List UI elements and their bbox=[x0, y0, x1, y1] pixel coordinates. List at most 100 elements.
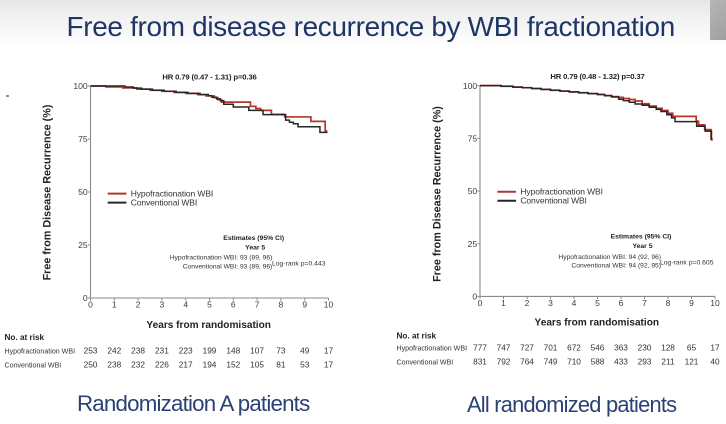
svg-text:Hypofractionation WBI: Hypofractionation WBI bbox=[5, 348, 76, 356]
svg-text:8: 8 bbox=[666, 298, 671, 308]
svg-text:HR 0.79 (0.48 - 1.32) p=0.37: HR 0.79 (0.48 - 1.32) p=0.37 bbox=[550, 72, 644, 81]
svg-text:9: 9 bbox=[689, 298, 694, 308]
svg-text:Conventional WBI: 94 (92, 95): Conventional WBI: 94 (92, 95) bbox=[571, 262, 661, 269]
svg-text:No. at risk: No. at risk bbox=[5, 333, 45, 342]
svg-text:0: 0 bbox=[88, 299, 93, 309]
svg-text:710: 710 bbox=[567, 357, 581, 367]
svg-text:81: 81 bbox=[276, 359, 286, 369]
svg-text:4: 4 bbox=[183, 299, 188, 309]
svg-text:50: 50 bbox=[468, 186, 478, 196]
svg-text:10: 10 bbox=[710, 298, 720, 308]
svg-text:230: 230 bbox=[638, 342, 652, 352]
svg-text:40: 40 bbox=[710, 357, 720, 367]
svg-text:238: 238 bbox=[131, 346, 145, 356]
svg-text:6: 6 bbox=[619, 298, 624, 308]
svg-text:17: 17 bbox=[324, 359, 334, 369]
svg-text:242: 242 bbox=[107, 346, 121, 356]
svg-text:Conventional WBI: Conventional WBI bbox=[5, 361, 62, 369]
svg-text:0: 0 bbox=[472, 292, 477, 302]
svg-text:588: 588 bbox=[591, 357, 605, 367]
svg-text:363: 363 bbox=[614, 342, 628, 352]
svg-text:Years from randomisation: Years from randomisation bbox=[535, 317, 660, 328]
svg-text:0: 0 bbox=[478, 298, 483, 308]
svg-text:100: 100 bbox=[73, 81, 88, 91]
svg-text:25: 25 bbox=[468, 239, 478, 249]
svg-text:1: 1 bbox=[501, 298, 506, 308]
svg-text:121: 121 bbox=[685, 357, 699, 367]
svg-text:727: 727 bbox=[520, 342, 534, 352]
svg-text:7: 7 bbox=[642, 298, 647, 308]
svg-text:107: 107 bbox=[250, 346, 264, 356]
svg-text:No. at risk: No. at risk bbox=[397, 332, 437, 341]
svg-text:194: 194 bbox=[203, 359, 217, 369]
svg-text:75: 75 bbox=[468, 134, 478, 144]
svg-text:HR 0.79 (0.47 - 1.31) p=0.36: HR 0.79 (0.47 - 1.31) p=0.36 bbox=[162, 73, 256, 82]
svg-text:Conventional WBI: Conventional WBI bbox=[397, 359, 454, 367]
svg-text:8: 8 bbox=[279, 299, 284, 309]
svg-text:433: 433 bbox=[614, 357, 628, 367]
svg-text:211: 211 bbox=[661, 357, 675, 367]
svg-text:217: 217 bbox=[179, 359, 193, 369]
svg-text:831: 831 bbox=[473, 357, 487, 367]
svg-text:777: 777 bbox=[473, 342, 487, 352]
svg-text:Hypofractionation WBI: Hypofractionation WBI bbox=[520, 187, 602, 197]
svg-text:Year 5: Year 5 bbox=[245, 244, 265, 251]
svg-text:253: 253 bbox=[84, 346, 98, 356]
svg-text:Log-rank p=0.605: Log-rank p=0.605 bbox=[660, 259, 714, 266]
svg-text:Hypofractionation WBI: Hypofractionation WBI bbox=[397, 344, 468, 352]
svg-text:672: 672 bbox=[567, 342, 581, 352]
svg-text:250: 250 bbox=[84, 359, 98, 369]
svg-text:Conventional WBI: 93 (89, 96): Conventional WBI: 93 (89, 96) bbox=[183, 263, 273, 270]
svg-text:5: 5 bbox=[595, 298, 600, 308]
svg-text:749: 749 bbox=[544, 357, 558, 367]
svg-text:49: 49 bbox=[300, 346, 310, 356]
svg-text:792: 792 bbox=[497, 357, 511, 367]
svg-text:Free from Disease Recurrence (: Free from Disease Recurrence (%) bbox=[41, 104, 53, 280]
svg-text:Estimates (95% CI): Estimates (95% CI) bbox=[223, 235, 284, 242]
svg-text:100: 100 bbox=[463, 81, 478, 91]
svg-text:Free from Disease Recurrence (: Free from Disease Recurrence (%) bbox=[432, 106, 444, 282]
svg-text:105: 105 bbox=[250, 359, 264, 369]
svg-text:2: 2 bbox=[525, 298, 530, 308]
svg-text:231: 231 bbox=[155, 346, 169, 356]
svg-text:Log-rank p=0.443: Log-rank p=0.443 bbox=[272, 260, 326, 267]
svg-text:Year 5: Year 5 bbox=[632, 243, 652, 250]
svg-text:Estimates (95% CI): Estimates (95% CI) bbox=[611, 233, 672, 240]
svg-text:Hypofractionation WBI: Hypofractionation WBI bbox=[131, 188, 213, 198]
svg-text:50: 50 bbox=[78, 187, 88, 197]
svg-text:Hypofractionation WBI: 94 (92: Hypofractionation WBI: 94 (92, 96) bbox=[558, 254, 661, 261]
svg-text:9: 9 bbox=[302, 299, 307, 309]
svg-text:Conventional WBI: Conventional WBI bbox=[131, 197, 197, 207]
svg-text:148: 148 bbox=[226, 346, 240, 356]
svg-text:293: 293 bbox=[638, 357, 652, 367]
svg-text:6: 6 bbox=[231, 299, 236, 309]
svg-text:152: 152 bbox=[226, 359, 240, 369]
svg-text:199: 199 bbox=[203, 346, 217, 356]
svg-text:128: 128 bbox=[661, 342, 675, 352]
svg-text:53: 53 bbox=[300, 359, 310, 369]
svg-text:747: 747 bbox=[497, 342, 511, 352]
svg-text:Years from randomisation: Years from randomisation bbox=[146, 320, 271, 331]
svg-text:65: 65 bbox=[687, 342, 697, 352]
svg-text:4: 4 bbox=[572, 298, 577, 308]
svg-text:3: 3 bbox=[160, 299, 165, 309]
svg-text:7: 7 bbox=[255, 299, 260, 309]
svg-text:25: 25 bbox=[78, 240, 88, 250]
svg-text:2: 2 bbox=[136, 299, 141, 309]
svg-text:546: 546 bbox=[591, 342, 605, 352]
svg-text:10: 10 bbox=[324, 299, 334, 309]
svg-text:73: 73 bbox=[276, 346, 286, 356]
svg-text:0: 0 bbox=[83, 293, 88, 303]
svg-text:3: 3 bbox=[548, 298, 553, 308]
svg-text:17: 17 bbox=[710, 342, 720, 352]
svg-text:Hypofractionation WBI: 93 (89: Hypofractionation WBI: 93 (89, 96) bbox=[170, 255, 273, 262]
svg-text:238: 238 bbox=[107, 359, 121, 369]
svg-text:75: 75 bbox=[78, 134, 88, 144]
svg-text:223: 223 bbox=[179, 346, 193, 356]
svg-text:764: 764 bbox=[520, 357, 534, 367]
svg-text:17: 17 bbox=[324, 346, 334, 356]
svg-text:232: 232 bbox=[131, 359, 145, 369]
svg-text:1: 1 bbox=[112, 299, 117, 309]
svg-text:Conventional WBI: Conventional WBI bbox=[520, 196, 586, 206]
svg-text:701: 701 bbox=[544, 342, 558, 352]
